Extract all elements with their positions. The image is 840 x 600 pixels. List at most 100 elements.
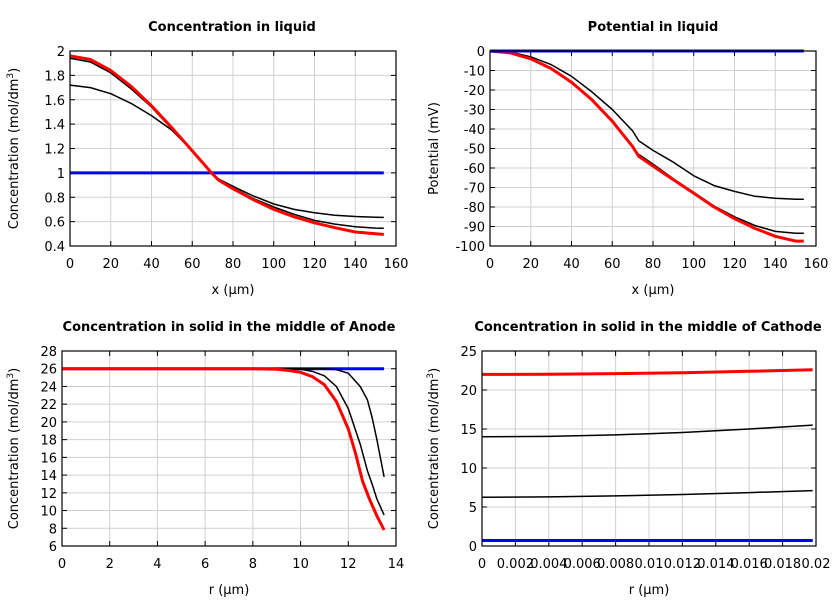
- y-tick-label: -50: [464, 143, 485, 158]
- x-tick-label: 140: [343, 257, 368, 272]
- x-tick-label: 120: [302, 257, 327, 272]
- y-tick-label: 0: [477, 45, 485, 60]
- axes-frame: [61, 350, 397, 547]
- axes-frame: [69, 50, 397, 247]
- series-line-3: [489, 49, 804, 243]
- y-tick-label: 1.4: [44, 118, 65, 133]
- x-tick-label: 12: [340, 557, 357, 572]
- x-tick-label: 0.008: [597, 557, 634, 572]
- y-tick-label: 22: [40, 398, 57, 413]
- y-tick-label: 15: [460, 423, 477, 438]
- y-axis-label: Concentration (mol/dm3): [6, 68, 22, 230]
- chart-title: Potential in liquid: [588, 20, 719, 35]
- y-tick-label: 0: [469, 540, 477, 555]
- x-tick-label: 160: [384, 257, 409, 272]
- x-axis-label: r (µm): [209, 583, 250, 598]
- x-axis-label: x (µm): [212, 283, 255, 298]
- x-tick-label: 20: [522, 257, 539, 272]
- x-tick-label: 20: [102, 257, 119, 272]
- y-tick-label: 20: [40, 416, 57, 431]
- y-axis-label: Concentration (mol/dm3): [6, 368, 22, 530]
- y-tick-label: -90: [464, 221, 485, 236]
- x-tick-label: 0.004: [530, 557, 567, 572]
- series-line-2: [481, 489, 813, 499]
- x-tick-label: 14: [388, 557, 405, 572]
- y-tick-label: 12: [40, 487, 57, 502]
- y-tick-label: 25: [460, 345, 477, 360]
- x-tick-label: 10: [292, 557, 309, 572]
- x-tick-label: 120: [722, 257, 747, 272]
- x-tick-label: 8: [249, 557, 257, 572]
- y-axis-label: Concentration (mol/dm3): [426, 368, 442, 530]
- series-line-4: [62, 367, 386, 531]
- y-tick-label: 14: [40, 469, 57, 484]
- y-tick-label: -70: [464, 182, 485, 197]
- series-line-1: [489, 50, 804, 200]
- series-line-2: [62, 367, 385, 478]
- y-tick-label: 24: [40, 380, 57, 395]
- y-tick-label: 18: [40, 434, 57, 449]
- y-tick-label: -40: [464, 123, 485, 138]
- x-tick-label: 0: [486, 257, 494, 272]
- y-tick-label: 1.6: [44, 94, 65, 109]
- x-tick-label: 0: [478, 557, 486, 572]
- y-tick-label: 1.2: [44, 143, 65, 158]
- x-tick-label: 0.006: [564, 557, 601, 572]
- y-tick-label: 0.6: [44, 216, 65, 231]
- x-tick-label: 0.014: [697, 557, 734, 572]
- y-tick-label: 6: [49, 540, 57, 555]
- axes-frame: [489, 50, 817, 247]
- x-axis-label: r (µm): [629, 583, 670, 598]
- subplot-1: 0 20 40 60 80 100 120 140 160 0.4 0.6 0.8 1 1.2 1.4 1.6…: [6, 20, 408, 298]
- x-tick-label: 40: [563, 257, 580, 272]
- axes-frame: [481, 350, 817, 547]
- y-tick-label: 0.4: [44, 240, 65, 255]
- x-tick-label: 4: [153, 557, 161, 572]
- series-line-2: [489, 50, 804, 235]
- y-tick-label: -100: [455, 240, 485, 255]
- y-tick-label: 1.8: [44, 69, 65, 84]
- x-tick-label: 40: [143, 257, 160, 272]
- y-tick-label: 8: [49, 522, 57, 537]
- chart-title: Concentration in solid in the middle of …: [63, 320, 396, 335]
- y-tick-label: 2: [57, 45, 65, 60]
- x-tick-label: 0.02: [802, 557, 831, 572]
- x-tick-label: 160: [804, 257, 829, 272]
- x-tick-label: 0.002: [497, 557, 534, 572]
- y-tick-label: -20: [464, 84, 485, 99]
- y-tick-label: 0.8: [44, 191, 65, 206]
- chart-title: Concentration in solid in the middle of …: [474, 320, 822, 335]
- series-line-3: [61, 367, 385, 516]
- x-tick-label: 0: [66, 257, 74, 272]
- x-tick-label: 2: [106, 557, 114, 572]
- y-tick-label: 5: [469, 501, 477, 516]
- y-axis-label: Potential (mV): [427, 102, 442, 195]
- series-line-3: [481, 424, 813, 438]
- y-tick-label: -10: [464, 65, 485, 80]
- y-tick-label: 1: [57, 167, 65, 182]
- x-tick-label: 0.016: [731, 557, 768, 572]
- subplot-3: 0 2 4 6 8 10 12 146810121416182022242628Concent…: [6, 320, 404, 598]
- y-tick-label: -60: [464, 162, 485, 177]
- y-tick-label: 10: [460, 462, 477, 477]
- x-axis-label: x (µm): [632, 283, 675, 298]
- series-line-2: [69, 84, 384, 219]
- y-tick-label: 28: [40, 345, 57, 360]
- x-tick-label: 0.01: [635, 557, 664, 572]
- x-tick-label: 0.012: [664, 557, 701, 572]
- y-tick-label: 16: [40, 451, 57, 466]
- x-tick-label: 0.018: [764, 557, 801, 572]
- y-tick-label: 10: [40, 505, 57, 520]
- series-line-3: [69, 57, 384, 230]
- y-tick-label: -80: [464, 201, 485, 216]
- y-tick-label: -30: [464, 104, 485, 119]
- chart-title: Concentration in liquid: [148, 20, 316, 35]
- x-tick-label: 80: [645, 257, 662, 272]
- series-line-4: [69, 54, 384, 236]
- x-tick-label: 60: [604, 257, 621, 272]
- x-tick-label: 80: [225, 257, 242, 272]
- y-tick-label: 20: [460, 384, 477, 399]
- x-tick-label: 100: [681, 257, 706, 272]
